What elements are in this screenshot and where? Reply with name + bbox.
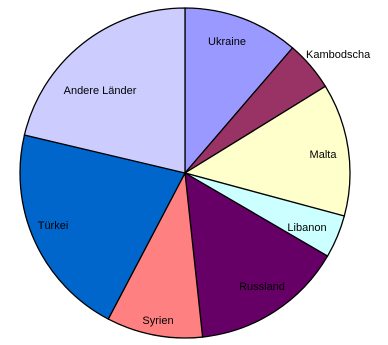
pie-slices <box>19 7 351 339</box>
slice-label: Ukraine <box>208 36 246 48</box>
slice-label: Kambodscha <box>306 49 371 61</box>
pie-slice-türkei <box>19 134 186 320</box>
pie-labels: Ukraine Kambodscha Malta Libanon Russland Syr… <box>38 36 371 327</box>
pie-slice-syrien <box>107 170 204 339</box>
pie-slice-russland <box>184 171 329 338</box>
slice-label: Türkei <box>38 220 69 232</box>
slice-label: Libanon <box>287 222 326 234</box>
slice-label: Andere Länder <box>64 85 137 97</box>
pie-slice-andere-länder <box>23 7 186 174</box>
slice-label: Malta <box>310 149 338 161</box>
slice-label: Russland <box>239 281 285 293</box>
pie-slice-ukraine <box>184 7 294 175</box>
slice-label: Syrien <box>142 315 173 327</box>
